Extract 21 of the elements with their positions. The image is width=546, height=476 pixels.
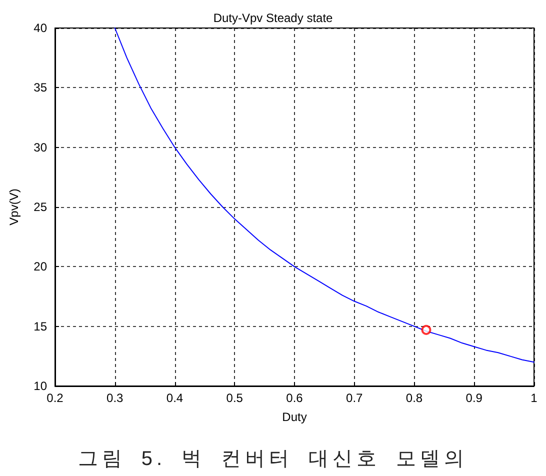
chart-title: Duty-Vpv Steady state (213, 11, 334, 25)
x-tick-label: 0.2 (46, 391, 64, 405)
x-tick-label: 0.9 (466, 391, 483, 405)
line-series (114, 28, 534, 363)
y-tick-label: 25 (34, 200, 48, 214)
x-tick-label: 0.4 (166, 391, 184, 405)
y-tick-label: 20 (34, 260, 48, 274)
y-tick-label: 15 (34, 319, 48, 334)
y-tick-label: 40 (34, 21, 48, 35)
x-axis-title: Duty (282, 410, 307, 424)
x-tick-label: 0.8 (406, 391, 423, 405)
caption: 그림 5. 벅 컨버터 대신호 모델의 (76, 447, 470, 471)
x-tick-label: 0.6 (286, 391, 304, 405)
x-tick-label: 0.3 (106, 391, 124, 405)
x-tick-label: 1 (530, 391, 538, 405)
y-axis-title: Vpv(V) (7, 188, 21, 226)
y-tick-label: 30 (34, 140, 48, 154)
y-tick-label: 10 (34, 379, 48, 393)
x-tick-label: 0.5 (226, 391, 244, 405)
x-tick-label: 0.7 (346, 391, 364, 405)
y-tick-label: 35 (34, 80, 48, 95)
